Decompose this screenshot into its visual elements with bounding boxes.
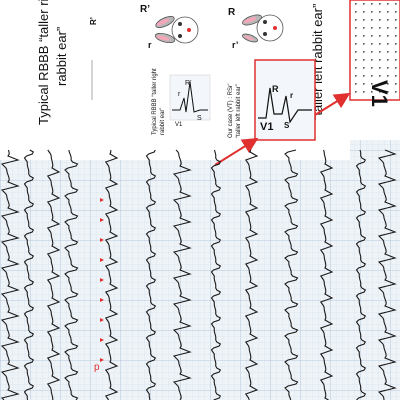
ecg-trace: [172, 149, 192, 400]
typical-inset-R-prime: R’: [185, 80, 192, 87]
typical-inset-S: S: [197, 115, 202, 122]
ecg-trace: [46, 149, 61, 400]
arrow-to-inset: [214, 137, 259, 166]
zoomed-v1-grid: [352, 2, 398, 98]
ecg-trace: [0, 149, 20, 400]
typical-inset-caption-line2: rabbit ear”: [160, 108, 166, 135]
p-wave-marker: [100, 258, 104, 262]
ecg-grid: [0, 140, 400, 400]
p-wave-marker: [100, 358, 104, 362]
typical-inset-caption-line1: Typical RBBB “taller right: [152, 68, 158, 135]
p-wave-markers: [100, 198, 104, 362]
our-case-inset-r: r: [290, 91, 293, 100]
our-case-inset-ecg: V1 R r S: [254, 59, 316, 141]
ecg-trace: [210, 149, 222, 400]
typical-rbbb-title-line1: Typical RBBB “taller right: [36, 0, 51, 125]
ecg-trace: [64, 149, 79, 400]
typical-rbbb-title-line2: rabbit ear”: [54, 27, 69, 86]
ecg-strips: [0, 149, 397, 400]
our-case-inset-S: S: [284, 121, 290, 130]
typical-inset-v1: V1: [175, 122, 183, 128]
our-case-inset-v1: V1: [260, 121, 273, 133]
p-wave-marker: [100, 198, 104, 202]
typical-inset-r: r: [178, 91, 181, 98]
bunny-our-case-icon: [242, 14, 284, 43]
p-wave-marker: [100, 318, 104, 322]
zoomed-v1-label: V1: [367, 80, 392, 107]
bunny-typical-icon: [154, 16, 199, 44]
ecg-trace: [244, 149, 259, 400]
p-wave-label: p: [94, 362, 100, 373]
p-wave-marker: [100, 338, 104, 342]
p-wave-marker: [100, 238, 104, 242]
ecg-trace: [23, 149, 35, 400]
p-wave-marker: [100, 218, 104, 222]
our-case-caption-line2: “taller left rabbit ear”: [236, 84, 242, 138]
bunny-our-case-R-label: R: [228, 7, 236, 18]
ecg-trace: [377, 149, 397, 400]
ecg-trace: [284, 149, 299, 400]
p-wave-marker: [100, 298, 104, 302]
inset-r-prime-label: R’: [89, 17, 98, 25]
bunny-typical-R-prime-label: R’: [140, 4, 150, 15]
our-case-caption-line1: Our case (VT) : RSr’: [228, 83, 234, 138]
ecg-trace: [104, 149, 119, 400]
ecg-trace: [319, 149, 334, 400]
p-wave-marker: [100, 278, 104, 282]
bunny-typical-r-label: r: [148, 40, 152, 50]
our-case-inset-R: R: [272, 84, 279, 94]
ecg-trace: [145, 149, 157, 400]
ecg-trace: [355, 149, 367, 400]
typical-inset-ecg: R’ r V1 S: [169, 74, 211, 128]
bunny-our-case-r-prime-label: r’: [232, 40, 238, 50]
inset-slide-background: [92, 140, 252, 160]
arrow-to-zoom: [314, 92, 351, 116]
